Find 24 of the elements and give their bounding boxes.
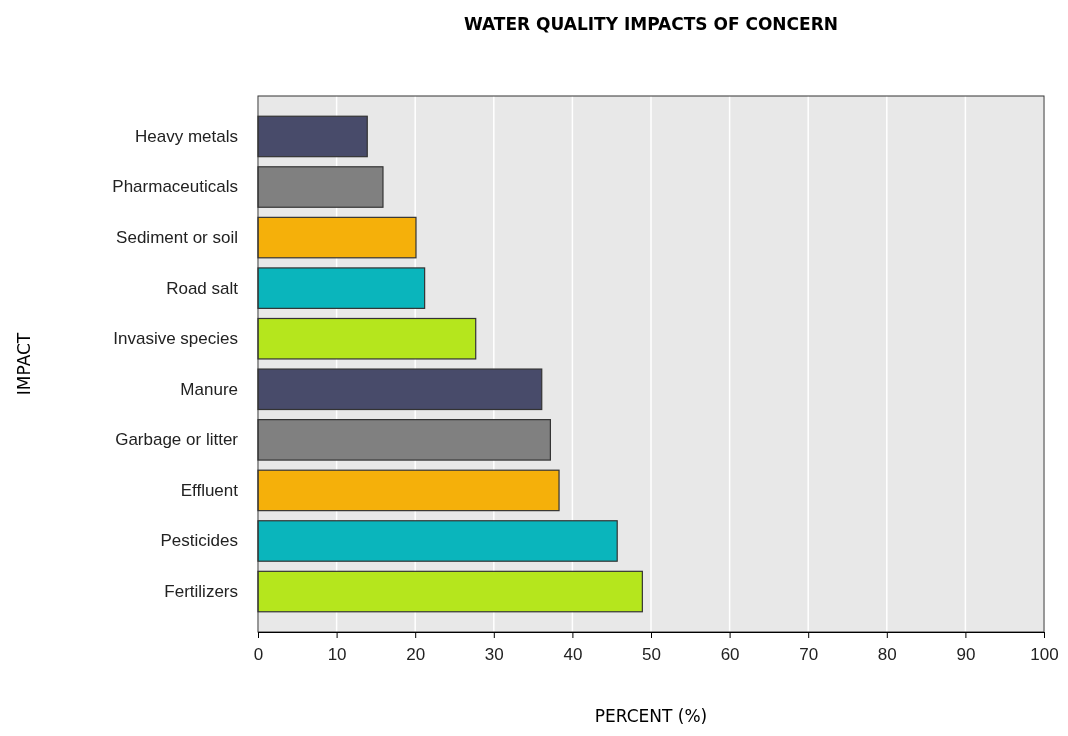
x-tick-label: 10	[327, 645, 347, 665]
x-tick-label: 50	[642, 645, 661, 665]
y-tick-label: Invasive species	[113, 329, 238, 349]
x-axis-title: PERCENT (%)	[594, 706, 708, 726]
y-axis-title: IMPACT	[14, 332, 34, 396]
y-tick-label: Effluent	[180, 480, 239, 500]
y-tick-label: Fertilizers	[164, 581, 238, 601]
chart-title: WATER QUALITY IMPACTS OF CONCERN	[464, 14, 838, 34]
x-tick-label: 80	[877, 645, 897, 665]
x-tick-label: 60	[720, 645, 740, 665]
x-tick-label: 100	[1030, 645, 1059, 665]
y-tick-label: Garbage or litter	[115, 430, 239, 450]
x-tick-label: 0	[253, 645, 264, 665]
y-tick-label: Sediment or soil	[116, 228, 238, 248]
y-tick-label: Heavy metals	[135, 126, 238, 146]
y-tick-label: Manure	[180, 379, 238, 399]
x-tick-label: 70	[799, 645, 819, 665]
y-tick-label: Road salt	[166, 278, 239, 298]
x-tick-label: 20	[406, 645, 426, 665]
y-tick-label: Pesticides	[160, 531, 238, 551]
y-tick-label: Pharmaceuticals	[112, 177, 238, 197]
x-tick-label: 90	[956, 645, 976, 665]
x-tick-label: 30	[484, 645, 504, 665]
x-tick-label: 40	[563, 645, 583, 665]
